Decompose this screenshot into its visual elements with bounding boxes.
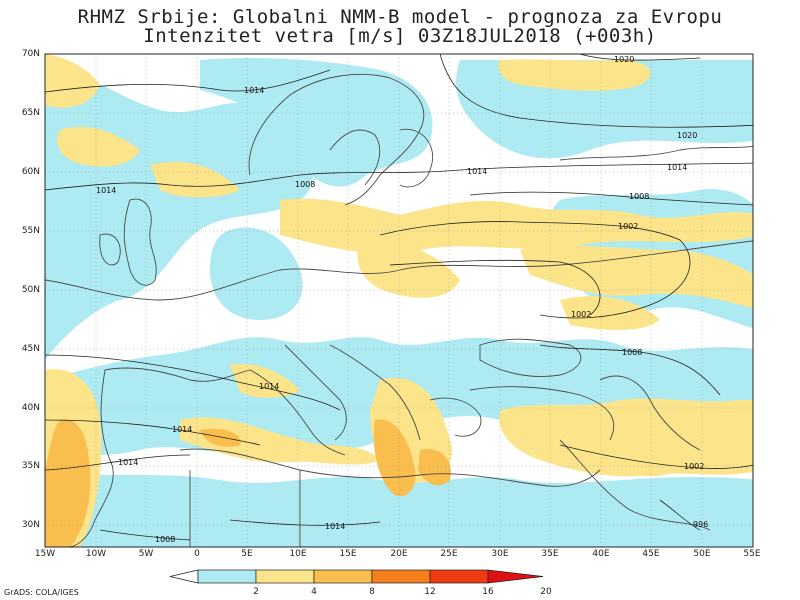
isobar-label: 1014 (325, 522, 346, 531)
colorbar-tick: 12 (424, 587, 436, 597)
colorbar-tick: 20 (540, 587, 552, 597)
colorbar-tick: 16 (482, 587, 494, 597)
isobar-label: 1014 (118, 458, 139, 467)
colorbar-segment (255, 569, 315, 584)
lon-label: 5E (241, 549, 253, 559)
isobar-label: 1014 (467, 167, 488, 176)
isobar-label: 1014 (259, 382, 280, 391)
lat-label: 60N (21, 167, 40, 177)
lon-label: 20E (390, 549, 408, 559)
lat-label: 40N (21, 403, 40, 413)
lat-label: 45N (21, 344, 40, 354)
lat-label: 65N (21, 108, 40, 118)
isobar-label: 1002 (618, 222, 639, 231)
lon-label: 45E (642, 549, 660, 559)
isobar-label: 1014 (667, 163, 688, 172)
lat-label: 70N (21, 49, 40, 59)
lon-label: 30E (491, 549, 509, 559)
lon-label: 35E (541, 549, 559, 559)
lon-label: 15W (34, 549, 56, 559)
lat-label: 35N (21, 461, 40, 471)
lon-label: 10W (85, 549, 107, 559)
isobar-label: 1008 (155, 535, 176, 544)
wind-field-8-12 (45, 419, 451, 547)
lon-label: 5W (138, 549, 154, 559)
isobar-label: 996 (693, 520, 709, 529)
isobar-label: 1002 (571, 310, 592, 319)
lat-label: 30N (21, 520, 40, 530)
isobar-label: 1008 (295, 180, 316, 189)
isobar-label: 1014 (244, 86, 265, 95)
map-subtitle: Intenzitet vetra [m/s] 03Z18JUL2018 (+00… (143, 25, 657, 47)
isobar-label: 1008 (622, 348, 643, 357)
isobar-label: 1008 (629, 192, 650, 201)
lat-label: 50N (21, 285, 40, 295)
isobar-label: 1014 (96, 186, 117, 195)
colorbar-segment (371, 569, 431, 584)
colorbar-tick: 4 (311, 587, 317, 597)
lon-label: 0 (194, 549, 200, 559)
colorbar-arrow-left (169, 569, 199, 584)
colorbar-tick: 8 (369, 587, 375, 597)
colorbar-segment (429, 569, 489, 584)
map-title: RHMZ Srbije: Globalni NMM-B model - prog… (77, 6, 723, 28)
colorbar-segment (313, 569, 373, 584)
colorbar-segment (197, 569, 257, 584)
isobar-label: 1014 (172, 425, 193, 434)
isobar-label: 1020 (614, 55, 635, 64)
credit-text: GrADS: COLA/IGES (4, 588, 79, 597)
lon-label: 50E (693, 549, 711, 559)
isobar-label: 1002 (684, 462, 705, 471)
lon-label: 40E (592, 549, 610, 559)
colorbar-tick: 2 (253, 587, 259, 597)
lon-label: 15E (339, 549, 357, 559)
colorbar (169, 569, 544, 584)
lon-label: 25E (440, 549, 458, 559)
lat-label: 55N (21, 226, 40, 236)
lon-label: 55E (743, 549, 761, 559)
map-frame (44, 53, 754, 548)
coastlines (45, 73, 753, 547)
lon-label: 10E (289, 549, 307, 559)
colorbar-arrow-right (487, 569, 544, 584)
isobar-label: 1020 (677, 131, 698, 140)
isobars (45, 54, 753, 541)
